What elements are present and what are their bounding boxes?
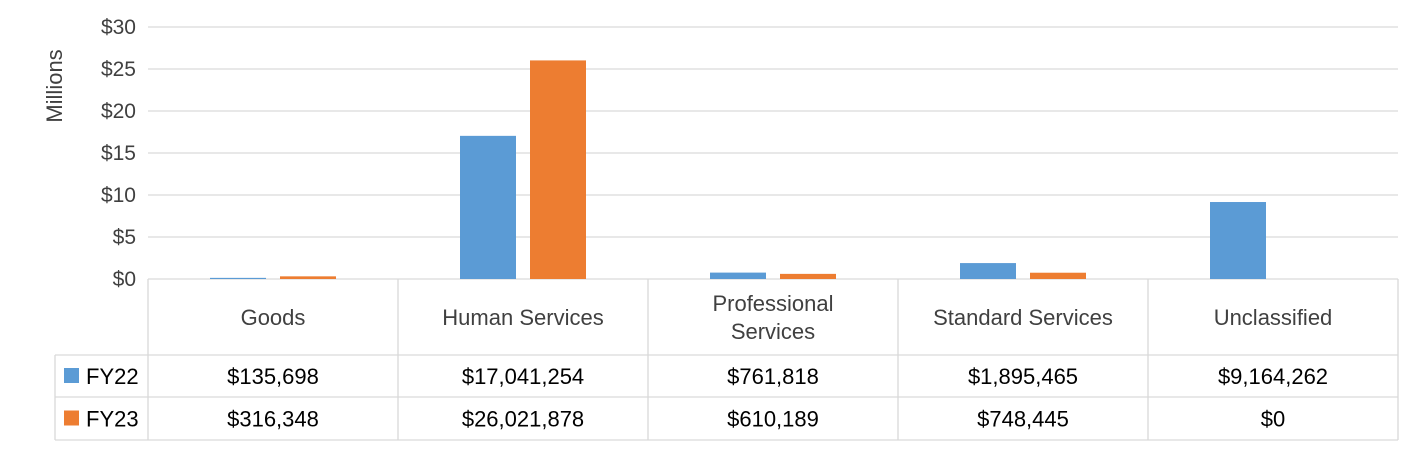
y-tick-label: $15 (101, 142, 136, 165)
y-tick-label: $25 (101, 58, 136, 81)
bar-fy22-3 (960, 263, 1016, 279)
bar-fy22-1 (460, 135, 516, 279)
y-tick-label: $20 (101, 100, 136, 123)
table-cell: $610,189 (727, 407, 819, 432)
table-cell: $761,818 (727, 364, 819, 389)
table-cell: $26,021,878 (462, 407, 584, 432)
table-cell: $135,698 (227, 364, 319, 389)
bar-fy22-0 (210, 277, 266, 279)
table-cell: $316,348 (227, 407, 319, 432)
gridlines (148, 26, 1398, 280)
data-table: Goods Human Services Professional Services S… (54, 279, 1399, 441)
y-tick-label: $0 (113, 268, 136, 291)
table-cell: $17,041,254 (462, 364, 584, 389)
table-cell: $9,164,262 (1218, 364, 1328, 389)
category-label: Human Services (442, 305, 603, 330)
y-tick-label: $5 (113, 226, 136, 249)
table-cell: $748,445 (977, 407, 1069, 432)
category-label: Unclassified (1214, 305, 1333, 330)
legend-key-fy23 (64, 410, 79, 426)
table-cell: $0 (1261, 407, 1285, 432)
series-name: FY23 (86, 407, 139, 432)
series-name: FY22 (86, 364, 139, 389)
bar-fy22-2 (710, 272, 766, 279)
bar-fy23-2 (780, 273, 836, 279)
y-axis-ticks: $0 $5 $10 $15 $20 $25 $30 (101, 16, 136, 291)
category-label: Professional (712, 291, 833, 316)
bar-fy23-0 (280, 276, 336, 279)
bar-fy22-4 (1210, 202, 1266, 279)
bar-fy23-3 (1030, 272, 1086, 279)
bar-fy23-1 (530, 60, 586, 279)
y-tick-label: $30 (101, 16, 136, 39)
table-cell: $1,895,465 (968, 364, 1078, 389)
bars (210, 60, 1266, 279)
y-tick-label: $10 (101, 184, 136, 207)
y-axis-label: Millions (42, 49, 67, 122)
legend-key-fy22 (64, 368, 79, 383)
category-label: Standard Services (933, 305, 1113, 330)
category-label: Goods (241, 305, 306, 330)
category-label: Services (731, 319, 815, 344)
